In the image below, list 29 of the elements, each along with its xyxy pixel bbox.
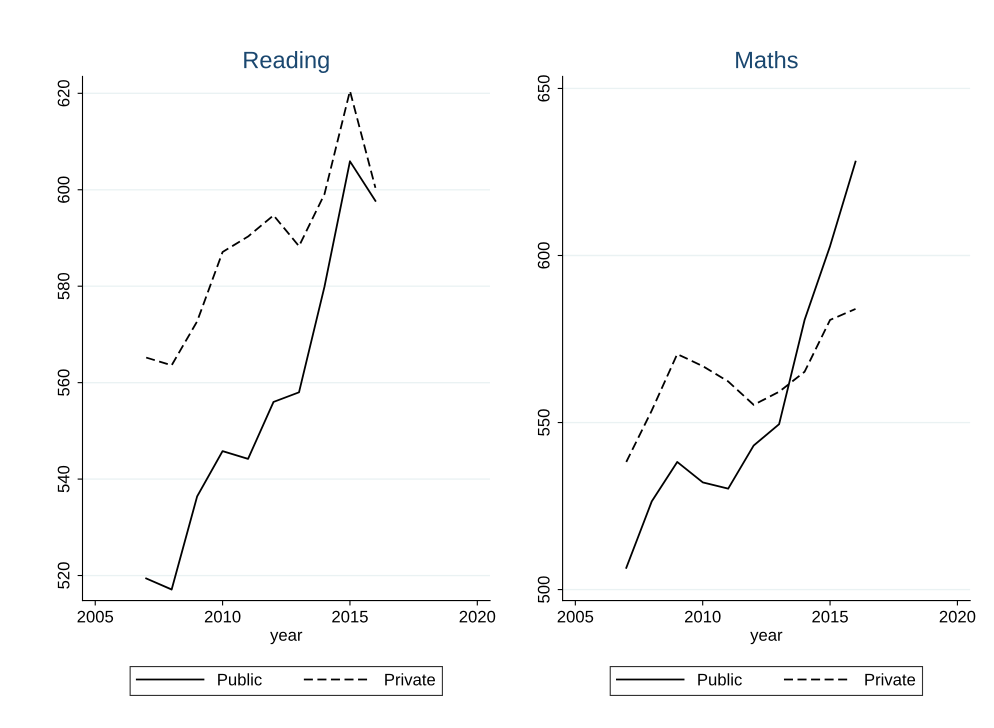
chart-title: Maths <box>736 50 798 68</box>
y-tick-label: 520 <box>58 562 70 589</box>
y-tick-label: 600 <box>58 176 70 203</box>
legend-label: Public <box>218 673 262 686</box>
y-tick-label: 550 <box>538 409 550 436</box>
y-tick-label: 600 <box>538 242 550 269</box>
chart-title: Reading <box>244 50 329 74</box>
line-series <box>145 160 376 590</box>
x-axis-title: year <box>750 632 782 644</box>
line-series <box>625 160 856 569</box>
y-tick-label: 560 <box>58 369 70 396</box>
x-tick-label: 2005 <box>78 610 114 623</box>
x-tick-label: 2005 <box>558 610 594 623</box>
line-series <box>145 90 376 366</box>
y-tick-label: 580 <box>58 272 70 300</box>
legend-label: Private <box>385 673 435 686</box>
x-axis-title: year <box>270 632 302 644</box>
x-tick-label: 2010 <box>204 610 240 623</box>
legend-label: Public <box>698 673 742 686</box>
legend-label: Private <box>865 673 916 686</box>
y-tick-label: 500 <box>538 576 550 603</box>
x-tick-label: 2015 <box>812 610 848 623</box>
y-tick-label: 650 <box>538 75 550 102</box>
x-tick-label: 2020 <box>940 610 976 623</box>
x-tick-label: 2020 <box>460 610 496 623</box>
x-tick-label: 2015 <box>332 610 368 623</box>
x-tick-label: 2010 <box>685 610 721 623</box>
y-tick-label: 620 <box>58 80 70 106</box>
y-tick-label: 540 <box>58 466 70 492</box>
